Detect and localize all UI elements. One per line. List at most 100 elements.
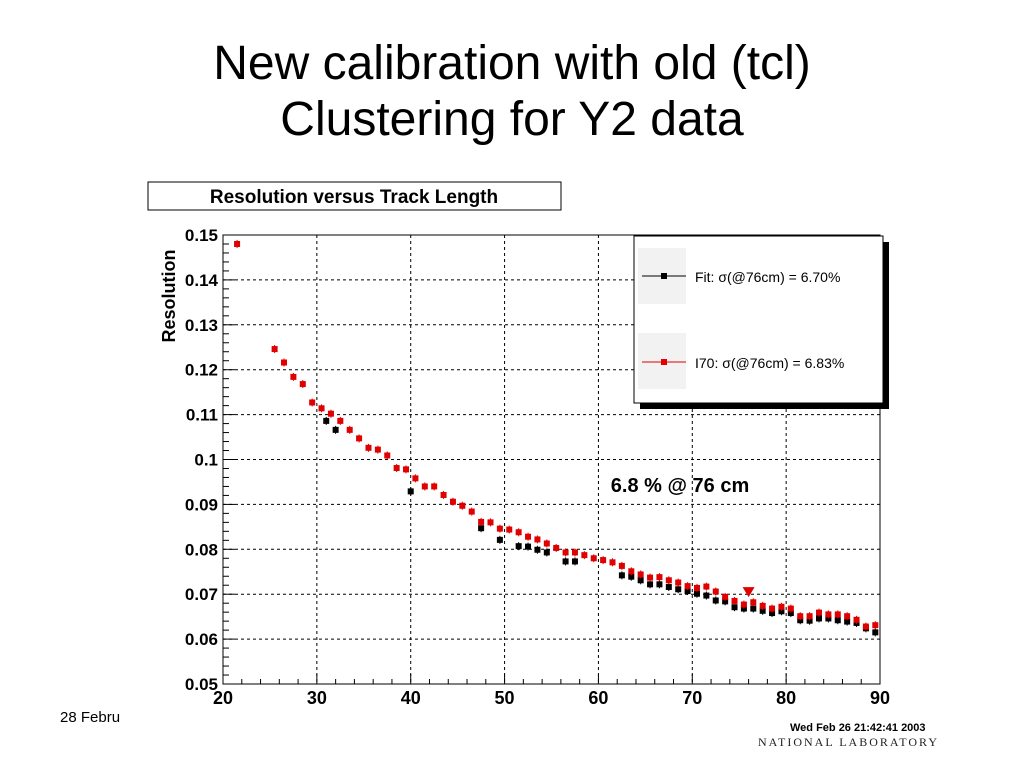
data-point-fit (797, 617, 804, 624)
slide-title-line-2: Clustering for Y2 data (280, 93, 744, 146)
data-point-i70 (769, 605, 776, 612)
data-point-i70 (356, 435, 363, 442)
data-point-i70 (834, 611, 841, 618)
data-point-fit (834, 617, 841, 624)
y-tick-label: 0.07 (185, 585, 218, 604)
data-point-i70 (309, 399, 316, 406)
data-point-i70 (853, 616, 860, 623)
data-point-fit (844, 618, 851, 625)
footer-date: 28 Febru (60, 709, 121, 726)
data-point-fit (562, 558, 569, 565)
data-point-i70 (327, 410, 334, 417)
data-point-i70 (862, 623, 869, 630)
data-point-fit (693, 590, 700, 597)
legend-label-i70: I70: σ(@76cm) = 6.83% (695, 355, 844, 371)
annotation-text: 6.8 % @ 76 cm (611, 475, 749, 497)
data-point-i70 (618, 562, 625, 569)
data-point-i70 (393, 465, 400, 472)
data-point-fit (543, 549, 550, 556)
x-tick-label: 20 (213, 688, 233, 708)
data-point-i70 (684, 583, 691, 590)
data-point-fit (618, 572, 625, 579)
data-point-i70 (656, 574, 663, 581)
data-point-i70 (787, 605, 794, 612)
data-points (234, 239, 879, 637)
data-point-fit (478, 525, 485, 532)
data-point-fit (628, 573, 635, 580)
y-tick-label: 0.08 (185, 540, 218, 559)
data-point-i70 (543, 540, 550, 547)
data-point-fit (534, 546, 541, 553)
data-point-fit (323, 417, 330, 424)
chart-title-box (147, 181, 562, 211)
data-point-i70 (384, 452, 391, 459)
data-point-fit (815, 615, 822, 622)
y-tick-label: 0.13 (185, 316, 218, 335)
data-point-i70 (600, 557, 607, 564)
data-point-i70 (412, 475, 419, 482)
data-point-i70 (318, 405, 325, 412)
y-axis-label: Resolution (159, 250, 179, 343)
data-point-fit (407, 488, 414, 495)
y-tick-label: 0.05 (185, 675, 218, 694)
data-point-fit (769, 610, 776, 617)
legend: Fit: σ(@76cm) = 6.70% I70: σ(@76cm) = 6.… (633, 235, 889, 409)
data-point-i70 (637, 571, 644, 578)
legend-marker-fit (661, 273, 667, 279)
data-point-i70 (299, 381, 306, 388)
data-point-i70 (571, 549, 578, 556)
data-point-i70 (872, 622, 879, 629)
data-point-i70 (515, 529, 522, 536)
annotation: 6.8 % @ 76 cm (611, 475, 755, 598)
legend-marker-i70 (661, 359, 667, 365)
data-point-fit (656, 581, 663, 588)
data-point-fit (872, 629, 879, 636)
data-point-i70 (740, 601, 747, 608)
data-point-i70 (693, 584, 700, 591)
data-point-fit (825, 615, 832, 622)
x-tick-label: 30 (307, 688, 327, 708)
data-point-i70 (722, 593, 729, 600)
data-point-i70 (759, 602, 766, 609)
y-tick-label: 0.15 (185, 226, 218, 245)
data-point-i70 (234, 240, 241, 247)
data-point-i70 (421, 483, 428, 490)
data-point-i70 (778, 603, 785, 610)
data-point-i70 (825, 611, 832, 618)
data-point-fit (496, 536, 503, 543)
chart-title: Resolution versus Track Length (210, 187, 498, 208)
data-point-i70 (581, 552, 588, 559)
data-point-i70 (797, 613, 804, 620)
data-point-fit (703, 592, 710, 599)
data-point-fit (712, 597, 719, 604)
data-point-fit (525, 543, 532, 550)
data-point-i70 (365, 444, 372, 451)
data-point-i70 (647, 574, 654, 581)
data-point-i70 (815, 609, 822, 616)
data-point-i70 (337, 417, 344, 424)
y-tick-label: 0.09 (185, 495, 218, 514)
y-tick-label: 0.06 (185, 630, 218, 649)
data-point-i70 (731, 597, 738, 604)
ticks (222, 234, 881, 685)
data-point-fit (665, 584, 672, 591)
data-point-i70 (431, 483, 438, 490)
data-point-i70 (346, 426, 353, 433)
data-point-i70 (403, 466, 410, 473)
y-tick-label: 0.14 (185, 271, 219, 290)
slide-title: New calibration with old (tcl) Clusterin… (0, 36, 1024, 148)
data-point-i70 (525, 533, 532, 540)
data-point-fit (778, 608, 785, 615)
data-point-fit (750, 605, 757, 612)
data-point-fit (740, 605, 747, 612)
data-point-i70 (496, 525, 503, 532)
data-point-i70 (562, 549, 569, 556)
lab-name-logo: NATIONAL LABORATORY (758, 735, 940, 749)
data-point-i70 (590, 555, 597, 562)
data-point-i70 (553, 544, 560, 551)
data-point-i70 (844, 613, 851, 620)
data-point-i70 (271, 346, 278, 353)
x-tick-label: 50 (495, 688, 515, 708)
data-point-i70 (806, 613, 813, 620)
